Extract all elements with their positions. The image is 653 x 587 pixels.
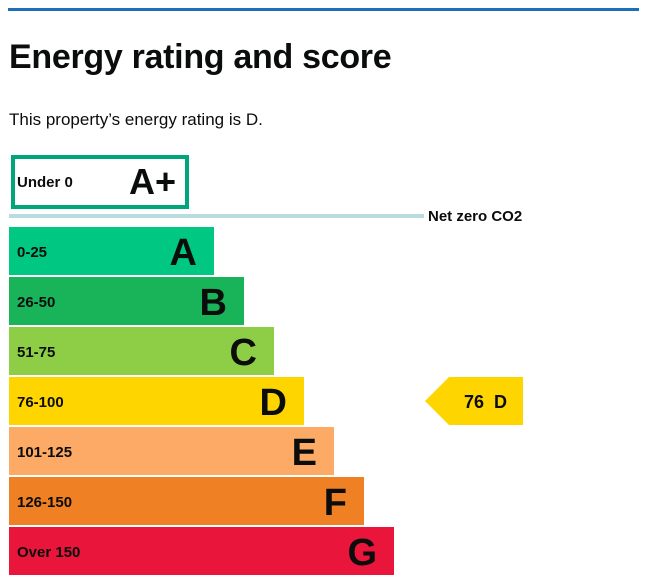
band-a-plus-outline xyxy=(11,155,189,209)
current-rating-arrow xyxy=(425,377,523,425)
band-b-bar xyxy=(9,277,244,325)
net-zero-label: Net zero CO2 xyxy=(428,208,522,225)
band-e-range: 101-125 xyxy=(17,444,72,461)
current-rating-label: 76 D xyxy=(464,392,507,412)
band-a-bar xyxy=(9,227,214,275)
band-e-letter: E xyxy=(292,432,317,474)
band-g-bar xyxy=(9,527,394,575)
band-f-range: 126-150 xyxy=(17,494,72,511)
band-a-range: 0-25 xyxy=(17,244,47,261)
band-a-letter: A xyxy=(170,232,197,274)
band-f-letter: F xyxy=(324,482,347,524)
band-d-letter: D xyxy=(260,382,287,424)
band-c-range: 51-75 xyxy=(17,344,55,361)
rating-summary: This property’s energy rating is D. xyxy=(9,110,263,129)
band-d-bar xyxy=(9,377,304,425)
band-c-letter: C xyxy=(230,332,257,374)
band-b-letter: B xyxy=(200,282,227,324)
band-c-bar xyxy=(9,327,274,375)
band-d-range: 76-100 xyxy=(17,394,64,411)
band-a-plus-range: Under 0 xyxy=(17,174,73,191)
band-f-bar xyxy=(9,477,364,525)
band-g-letter: G xyxy=(347,532,377,574)
band-a-plus-letter: A+ xyxy=(129,161,176,202)
band-b-range: 26-50 xyxy=(17,294,55,311)
band-g-range: Over 150 xyxy=(17,544,80,561)
band-e-bar xyxy=(9,427,334,475)
top-rule xyxy=(8,8,639,11)
net-zero-line xyxy=(9,214,424,218)
page-title: Energy rating and score xyxy=(9,38,392,76)
